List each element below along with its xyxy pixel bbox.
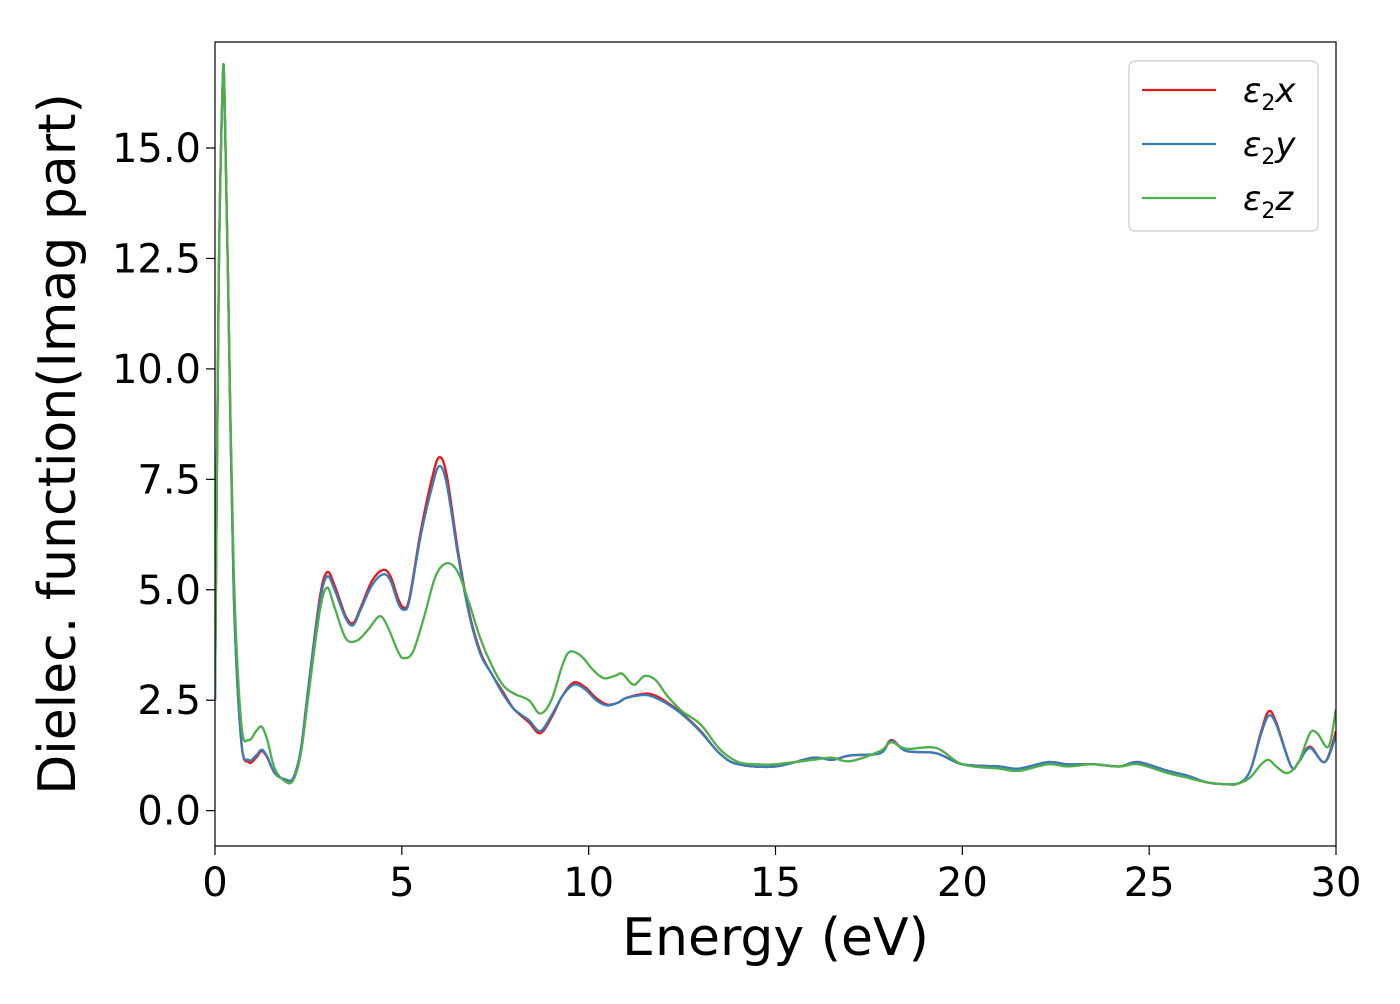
y-tick-label: 10.0	[112, 347, 201, 393]
x-tick-label: 10	[563, 860, 614, 906]
x-tick-label: 0	[202, 860, 227, 906]
legend-label-y: ε2y	[1243, 125, 1296, 170]
x-axis-label: Energy (eV)	[622, 908, 929, 968]
legend-box	[1128, 60, 1319, 232]
y-tick-label: 0.0	[137, 789, 201, 835]
series-lines	[215, 63, 1336, 786]
x-tick-label: 5	[389, 860, 414, 906]
y-tick-label: 2.5	[137, 678, 201, 724]
x-tick-label: 30	[1311, 860, 1362, 906]
y-tick-label: 7.5	[137, 457, 201, 503]
y-axis-label: Dielec. function(Imag part)	[28, 93, 88, 795]
y-axis-ticks: 0.0 2.5 5.0 7.5 10.0 12.5 15.0	[112, 126, 215, 835]
x-tick-label: 20	[937, 860, 988, 906]
x-axis-ticks: 0 5 10 15 20 25 30	[202, 846, 1361, 906]
y-tick-label: 15.0	[112, 126, 201, 172]
x-tick-label: 15	[750, 860, 801, 906]
y-tick-label: 5.0	[137, 568, 201, 614]
series-line-z	[215, 63, 1336, 786]
legend-label-z: ε2z	[1243, 179, 1294, 224]
y-tick-label: 12.5	[112, 236, 201, 282]
legend: ε2x ε2y ε2z	[1128, 60, 1319, 232]
legend-label-x: ε2x	[1243, 71, 1296, 116]
x-tick-label: 25	[1124, 860, 1175, 906]
